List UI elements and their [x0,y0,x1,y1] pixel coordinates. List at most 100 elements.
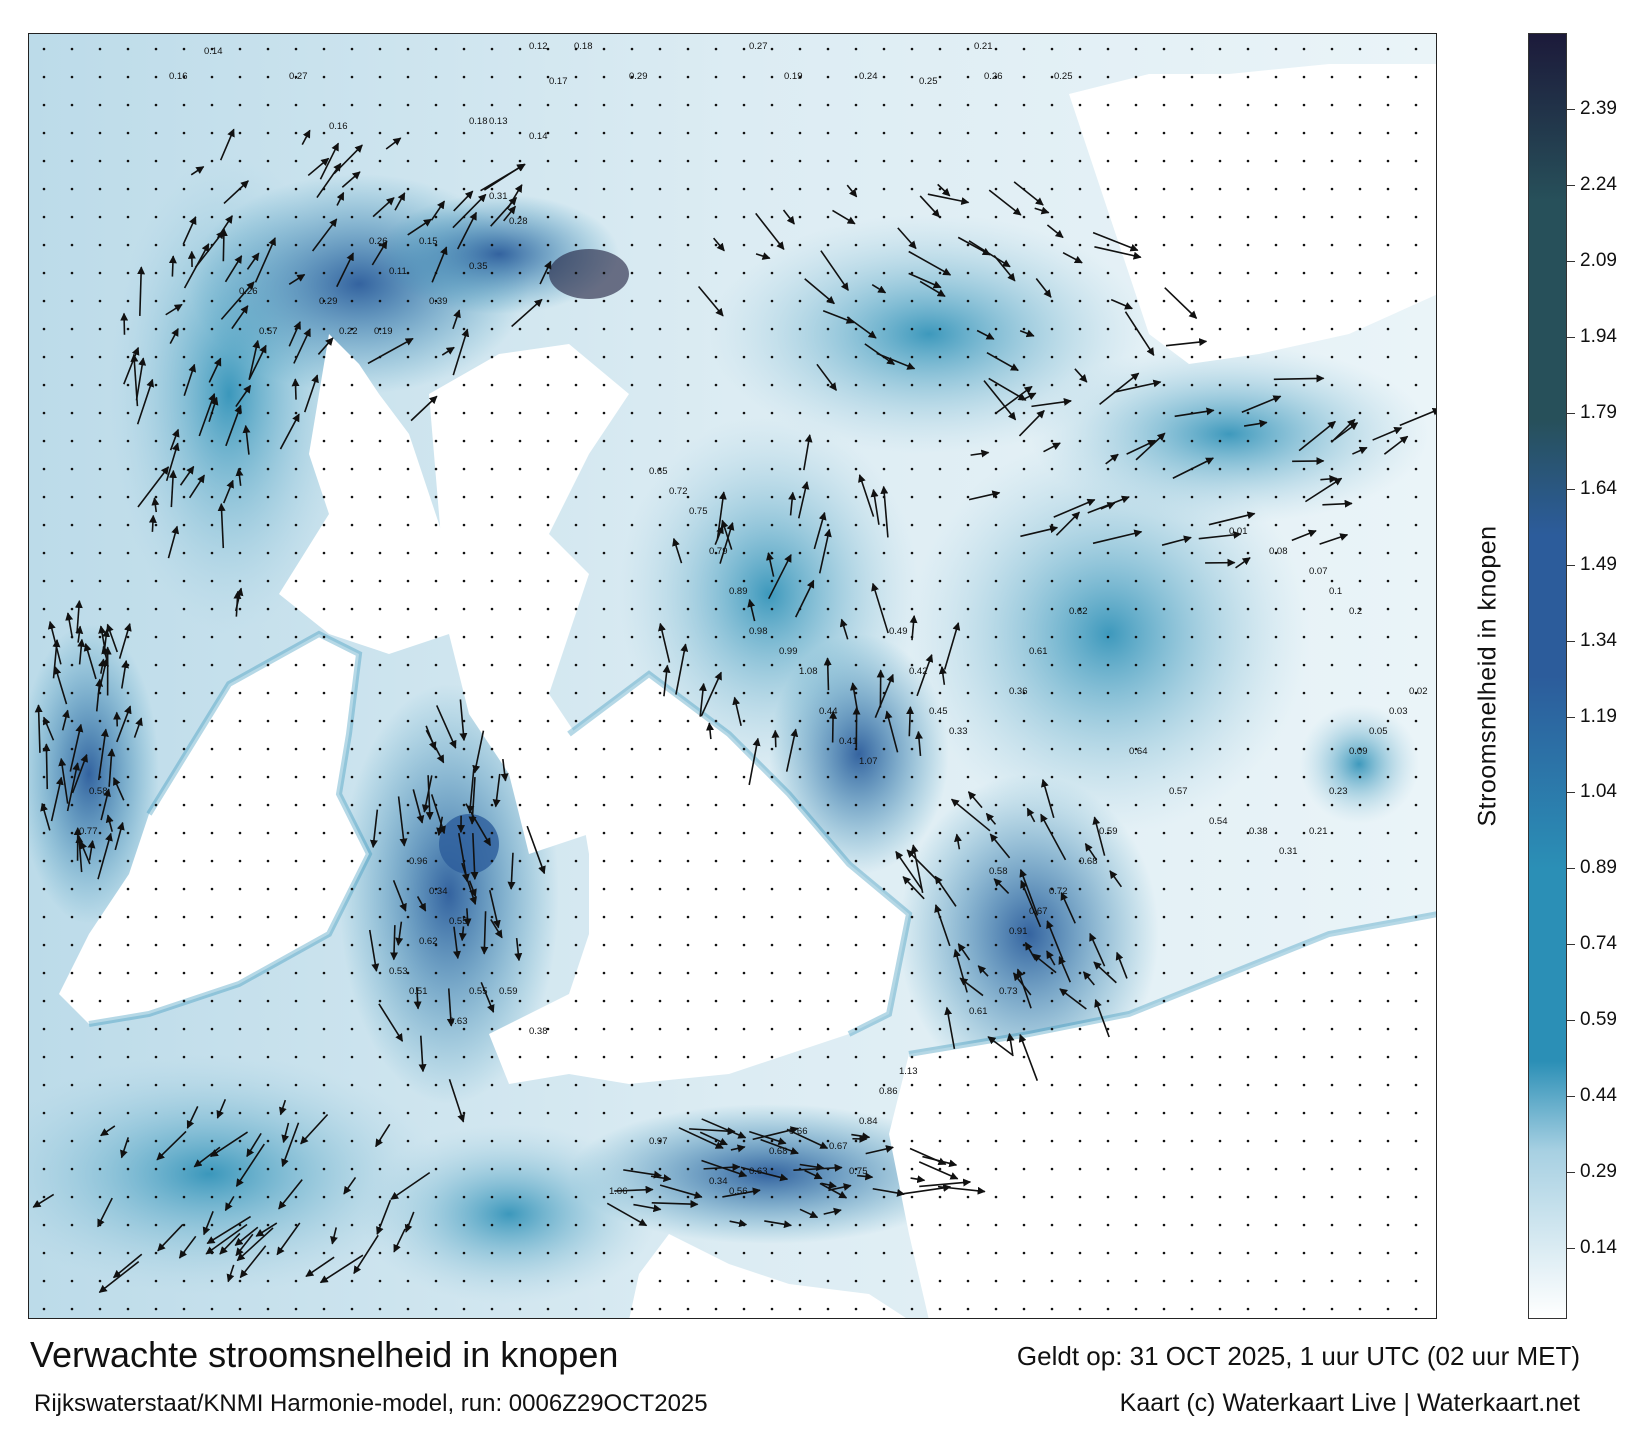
colorbar-tick-label: 0.14 [1580,1237,1617,1259]
colorbar-tick-label: 1.49 [1580,553,1617,575]
speed-label: 0.33 [949,726,968,737]
speed-label: 0.55 [469,986,488,997]
speed-label: 0.72 [1049,886,1068,897]
speed-label: 0.31 [1279,846,1298,857]
speed-label: 0.25 [1054,71,1073,82]
colorbar-tick-label: 1.19 [1580,705,1617,727]
speed-label: 0.18 [469,116,488,127]
speed-label: 0.16 [329,121,348,132]
colorbar-tick [1567,792,1575,794]
land-areas [59,64,1436,1318]
speed-label: 0.13 [489,116,508,127]
speed-label: 0.11 [389,266,407,277]
land-mass-northeast [1069,64,1436,364]
speed-label: 0.79 [709,546,728,557]
speed-label: 0.68 [769,1146,788,1157]
speed-label: 0.19 [374,326,393,337]
speed-label: 1.06 [609,1186,628,1197]
colorbar-tick [1567,412,1575,414]
colorbar-tick-label: 0.74 [1580,933,1617,955]
grid-dots [42,47,1418,1311]
speed-label: 1.07 [859,756,878,767]
speed-label: 0.26 [369,236,388,247]
colorbar-tick-label: 1.79 [1580,401,1617,423]
speed-label: 0.55 [449,916,468,927]
speed-label: 0.29 [319,296,338,307]
speed-label: 0.14 [204,46,223,57]
land-mass-center [429,344,629,854]
speed-label: 0.03 [1389,706,1408,717]
speed-label: 0.68 [1079,856,1098,867]
speed-label: 0.63 [449,1016,468,1027]
speed-label: 0.59 [1099,826,1118,837]
colorbar-tick [1567,1248,1575,1250]
colorbar-tick [1567,564,1575,566]
map-credit: Kaart (c) Waterkaart Live | Waterkaart.n… [1119,1389,1580,1417]
speed-label: 0.73 [999,986,1018,997]
colorbar-tick [1567,1096,1575,1098]
speed-label: 0.09 [1349,746,1368,757]
colorbar-tick [1567,716,1575,718]
speed-label: 0.19 [784,71,803,82]
speed-label: 0.1 [1329,586,1342,597]
speed-label: 0.38 [529,1026,548,1037]
speed-label: 0.07 [1309,566,1328,577]
speed-label: 0.61 [1029,646,1048,657]
speed-label: 0.97 [649,1136,668,1147]
speed-label: 0.99 [779,646,798,657]
speed-label: 0.22 [339,326,358,337]
speed-label: 0.49 [889,626,908,637]
colorbar-tick [1567,1020,1575,1022]
colorbar-tick-label: 0.59 [1580,1009,1617,1031]
speed-label: 0.63 [749,1166,768,1177]
colorbar-tick-label: 0.44 [1580,1085,1617,1107]
speed-label: 0.75 [689,506,708,517]
speed-label: 0.25 [919,76,938,87]
speed-label: 0.54 [1209,816,1228,827]
speed-label: 0.29 [629,71,648,82]
land-mass-southeast [889,914,1436,1318]
speed-label: 0.62 [1069,606,1088,617]
colorbar-tick-label: 1.34 [1580,629,1617,651]
speed-label: 0.2 [1349,606,1362,617]
speed-label: 0.64 [1129,746,1148,757]
colorbar-tick [1567,184,1575,186]
speed-label: 0.21 [974,41,993,52]
speed-label: 0.89 [729,586,748,597]
model-run-info: Rijkswaterstaat/KNMI Harmonie-model, run… [34,1390,708,1417]
speed-label: 0.66 [789,1126,808,1137]
speed-label: 0.38 [1249,826,1268,837]
colorbar-tick-label: 0.29 [1580,1161,1617,1183]
speed-label: 0.77 [79,826,98,837]
colorbar-tick [1567,336,1575,338]
colorbar-tick [1567,488,1575,490]
valid-time: Geldt op: 31 OCT 2025, 1 uur UTC (02 uur… [1016,1341,1580,1371]
speed-label: 0.84 [859,1116,878,1127]
speed-label: 0.36 [1009,686,1028,697]
current-arrows [32,128,1436,1294]
speed-label: 0.23 [1329,786,1348,797]
speed-label: 0.16 [169,71,188,82]
land-mass-north [279,334,449,654]
colorbar-tick [1567,260,1575,262]
speed-label: 0.27 [289,71,308,82]
speed-label: 0.86 [879,1086,898,1097]
colorbar-tick-label: 1.94 [1580,325,1617,347]
speed-label: 0.96 [409,856,428,867]
colorbar-tick [1567,868,1575,870]
colorbar-tick [1567,108,1575,110]
speed-label: 0.67 [1029,906,1048,917]
colorbar [1528,33,1567,1319]
land-mass-south [629,1234,906,1318]
speed-label: 0.57 [259,326,278,337]
colorbar-tick-label: 2.24 [1580,173,1617,195]
speed-label: 0.27 [749,41,768,52]
land-mass-west [59,634,369,1024]
speed-label: 0.35 [469,261,488,272]
speed-label: 0.26 [984,71,1003,82]
colorbar-tick-label: 1.04 [1580,781,1617,803]
speed-label: 0.01 [1229,526,1248,537]
speed-label: 0.42 [909,666,928,677]
speed-label: 0.59 [499,986,518,997]
speed-label: 0.65 [649,466,668,477]
